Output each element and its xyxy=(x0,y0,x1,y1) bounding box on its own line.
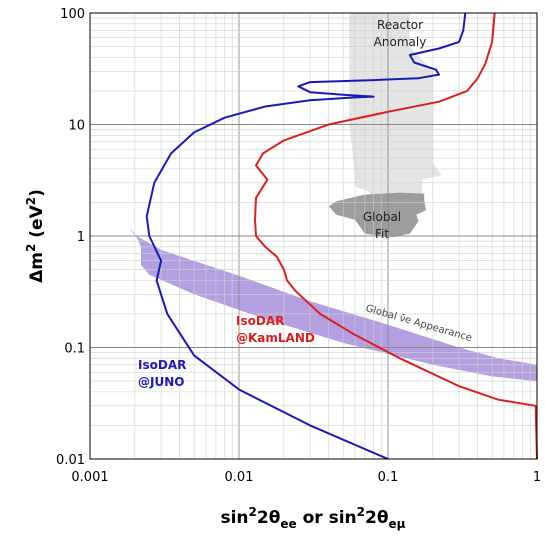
y-axis-label-sup: 2 xyxy=(24,244,38,252)
y-tick-label: 0.1 xyxy=(64,342,85,357)
x-axis-label-main-2: sin xyxy=(329,508,357,528)
y-tick-label: 1 xyxy=(77,230,85,245)
x-tick-label: 0.1 xyxy=(378,470,399,485)
region-2 xyxy=(128,227,537,382)
x-axis-label-theta: 2θ xyxy=(257,508,281,528)
y-axis-label-unit-open: (eV xyxy=(27,204,47,243)
x-axis-label-sub2: eμ xyxy=(389,517,406,531)
juno-label-1: IsoDAR xyxy=(138,358,186,372)
x-tick-label: 0.01 xyxy=(225,470,254,485)
global-fit-label-2: Fit xyxy=(375,227,389,241)
series-line-0 xyxy=(145,12,467,460)
x-axis-label: sin22θee or sin22θeμ xyxy=(220,505,405,531)
y-axis-label-unit-close: ) xyxy=(27,189,47,197)
x-axis-label-sup: 2 xyxy=(249,505,257,519)
chart-regions xyxy=(128,13,537,382)
y-axis-label-unit-sup: 2 xyxy=(24,197,38,205)
y-tick-label: 0.01 xyxy=(56,453,85,468)
reactor-anomaly-label-2: Anomaly xyxy=(374,35,427,49)
kamland-label-2: @KamLAND xyxy=(236,331,315,345)
x-tick-label: 0.001 xyxy=(71,470,108,485)
y-tick-label: 10 xyxy=(68,119,85,134)
chart-grid xyxy=(89,13,537,460)
y-tick-label: 100 xyxy=(60,7,85,22)
global-fit-label-1: Global xyxy=(363,210,401,224)
x-axis-label-or: or xyxy=(297,508,329,528)
plot-frame xyxy=(89,12,538,460)
y-axis-label-main: Δm xyxy=(27,252,47,283)
y-axis-label: Δm2 (eV2) xyxy=(24,189,47,283)
x-axis-label-sup-2: 2 xyxy=(357,505,365,519)
x-axis-label-sub1: ee xyxy=(280,517,296,531)
x-axis-label-theta-2: 2θ xyxy=(365,508,389,528)
kamland-label-1: IsoDAR xyxy=(236,314,284,328)
region-1 xyxy=(328,192,426,237)
x-axis-label-main: sin xyxy=(220,508,248,528)
chart-series xyxy=(145,12,538,460)
reactor-anomaly-label-1: Reactor xyxy=(377,18,423,32)
series-line-1 xyxy=(254,12,538,460)
x-tick-label: 1 xyxy=(533,470,541,485)
x-axis-ticks: 0.001 0.01 0.1 1 xyxy=(71,470,541,485)
y-axis-ticks: 0.01 0.1 1 10 100 xyxy=(56,7,85,468)
juno-label-2: @JUNO xyxy=(138,375,184,389)
